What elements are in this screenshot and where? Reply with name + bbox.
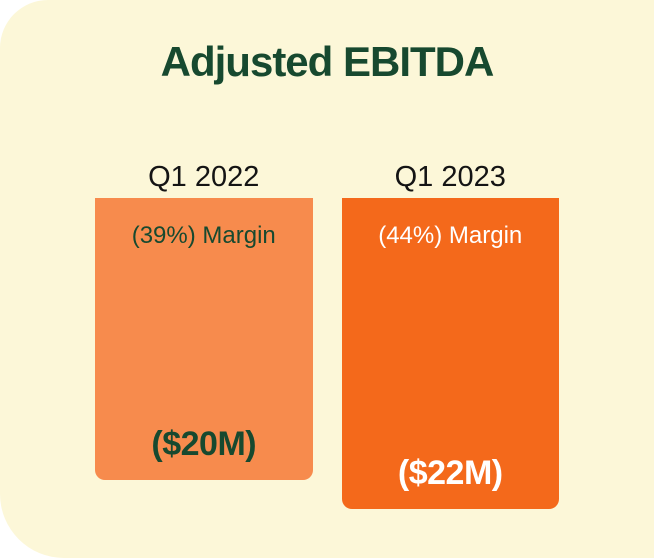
- category-label-q1-2023: Q1 2023: [394, 161, 506, 193]
- bar-q1-2022: (39%) Margin ($20M): [95, 198, 313, 480]
- bar-group-q1-2023: Q1 2023 (44%) Margin ($22M): [341, 161, 559, 509]
- bar-q1-2023: (44%) Margin ($22M): [341, 198, 559, 509]
- margin-label-q1-2022: (39%) Margin: [131, 222, 276, 249]
- category-label-q1-2022: Q1 2022: [148, 161, 260, 193]
- bar-chart: Q1 2022 (39%) Margin ($20M) Q1 2023 (44%…: [95, 161, 559, 509]
- bar-group-q1-2022: Q1 2022 (39%) Margin ($20M): [95, 161, 313, 509]
- value-label-q1-2022: ($20M): [151, 425, 257, 463]
- chart-title: Adjusted EBITDA: [160, 38, 495, 85]
- value-label-q1-2023: ($22M): [397, 454, 503, 492]
- margin-label-q1-2023: (44%) Margin: [378, 222, 523, 249]
